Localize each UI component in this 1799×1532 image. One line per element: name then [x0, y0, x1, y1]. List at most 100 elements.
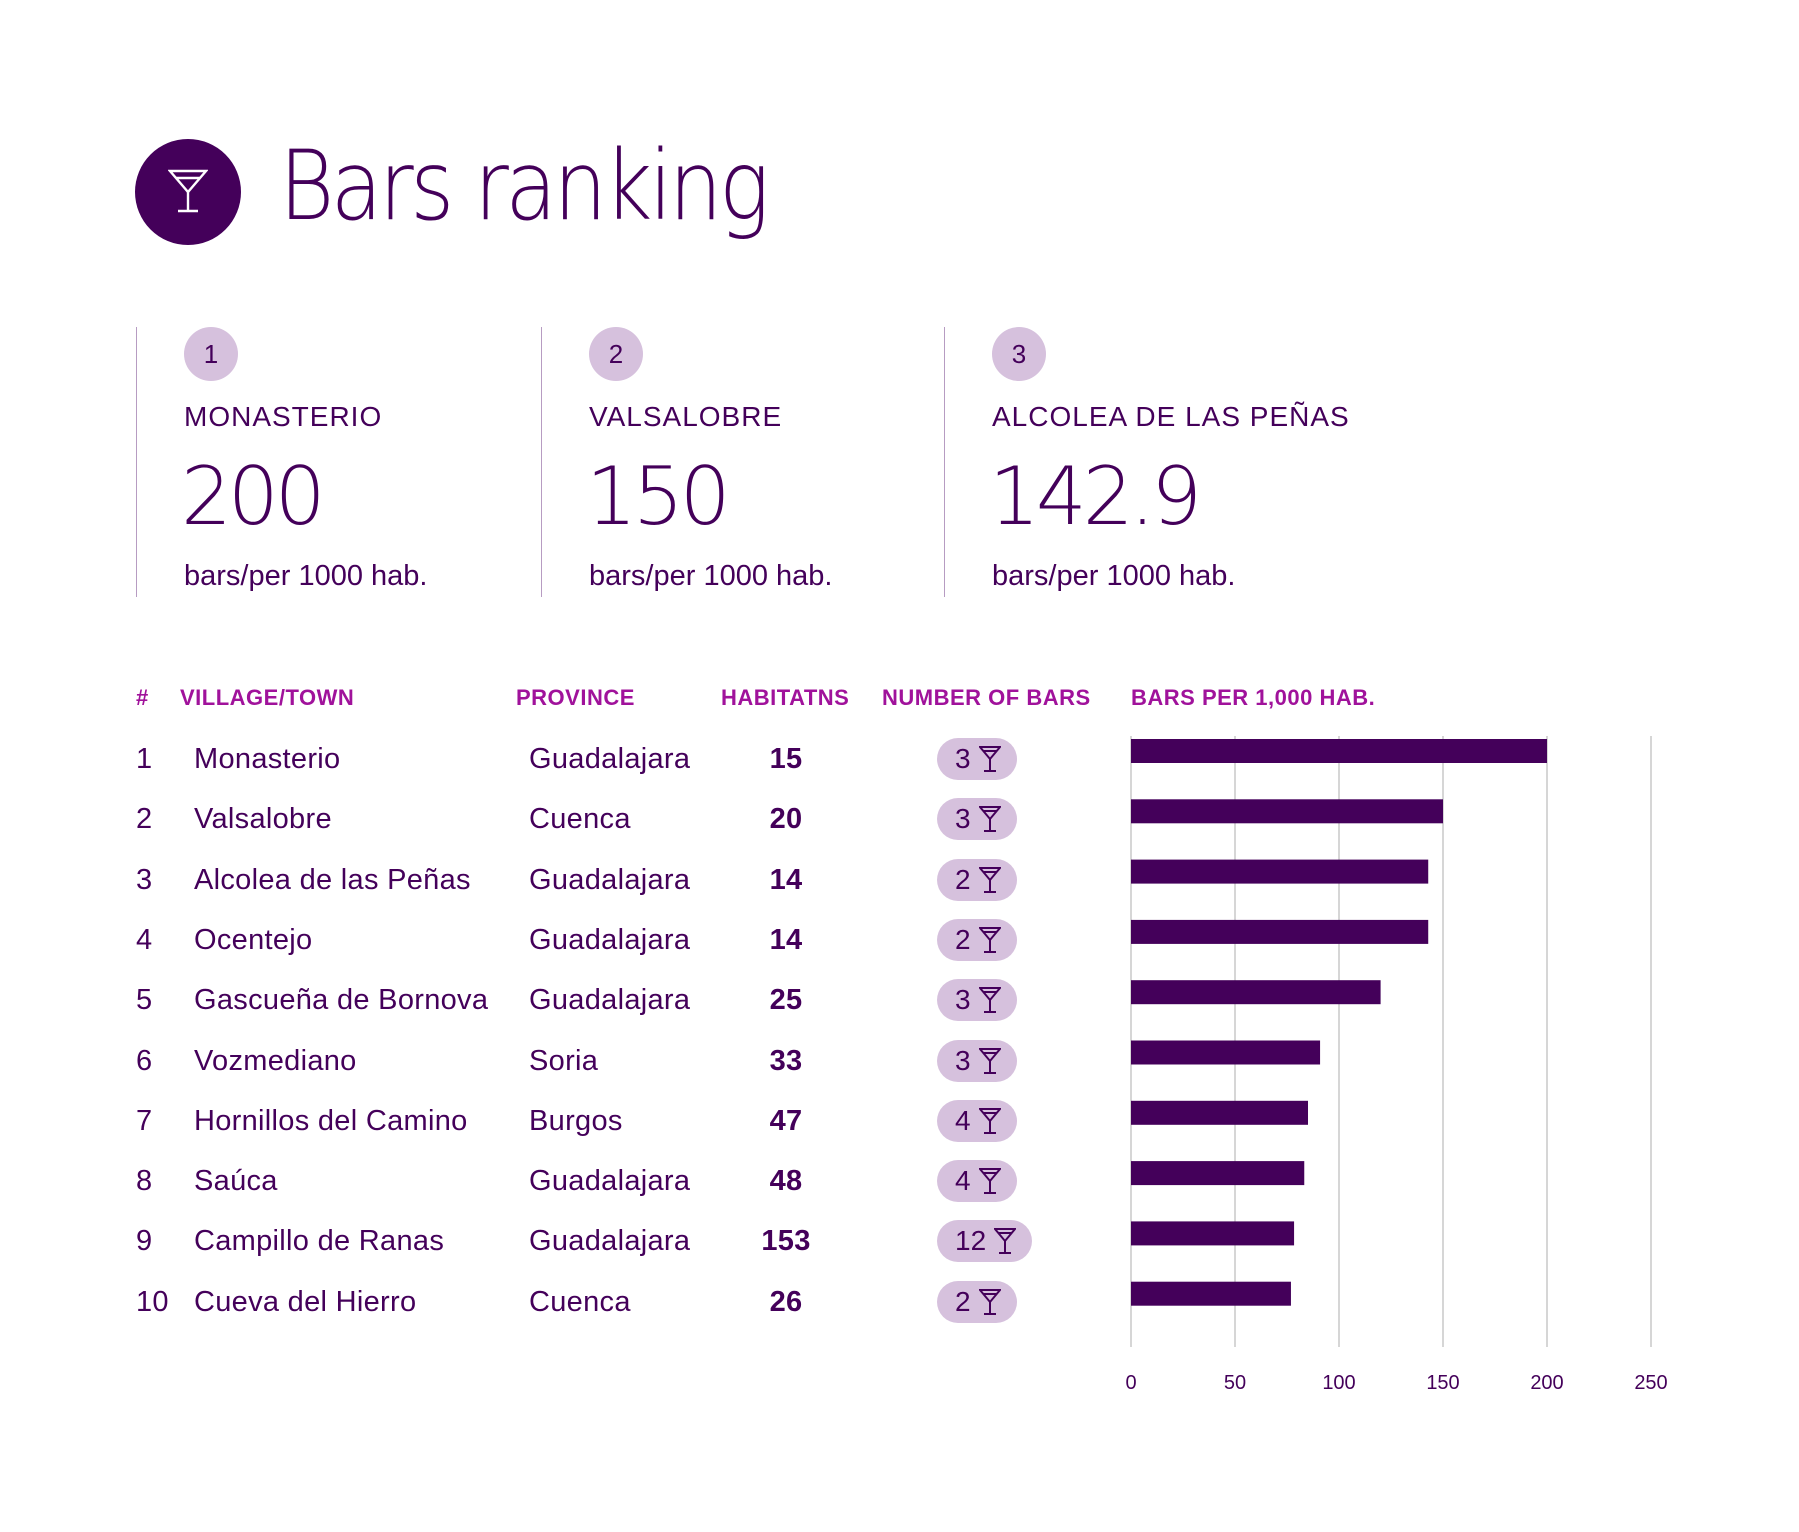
bars-count-pill: 2 [937, 918, 1017, 961]
bars-count: 12 [955, 1225, 987, 1257]
martini-glass-icon [978, 1168, 1001, 1195]
row-rank: 7 [136, 1104, 153, 1137]
podium-card-2: 2 VALSALOBRE 150 bars/per 1000 hab. [541, 327, 941, 597]
x-tick-label: 150 [1426, 1372, 1459, 1394]
row-rank: 6 [136, 1044, 153, 1077]
podium-name: MONASTERIO [184, 401, 383, 432]
martini-glass-icon [994, 1228, 1017, 1255]
bars-count: 3 [955, 803, 971, 835]
row-village: Hornillos del Camino [194, 1104, 468, 1137]
table-row: 7 Hornillos del Camino Burgos 47 4 [0, 1091, 1799, 1151]
row-habitants: 20 [769, 803, 803, 836]
header-rank: # [136, 685, 149, 710]
martini-glass-icon [978, 987, 1001, 1014]
title-icon-badge [135, 139, 241, 245]
bars-count: 3 [955, 1044, 971, 1076]
header-number-of-bars: NUMBER OF BARS [882, 685, 1091, 710]
podium-card-1: 1 MONASTERIO 200 bars/per 1000 hab. [136, 327, 536, 597]
row-province: Guadalajara [529, 743, 691, 775]
martini-glass-icon [168, 169, 208, 213]
bars-count-pill: 3 [937, 979, 1017, 1022]
row-village: Monasterio [194, 743, 341, 775]
row-province: Cuenca [529, 803, 631, 836]
bars-count-pill: 12 [937, 1220, 1033, 1263]
table-row: 2 Valsalobre Cuenca 20 3 [0, 789, 1799, 849]
bars-count-pill: 3 [937, 798, 1017, 841]
row-province: Guadalajara [529, 1225, 691, 1258]
table-row: 9 Campillo de Ranas Guadalajara 153 12 [0, 1211, 1799, 1271]
row-province: Guadalajara [529, 863, 691, 896]
x-tick-label: 250 [1634, 1372, 1667, 1394]
bars-count-pill: 4 [937, 1160, 1017, 1203]
row-province: Guadalajara [529, 923, 691, 956]
martini-glass-icon [978, 1288, 1001, 1315]
page-title: Bars ranking [279, 130, 770, 242]
x-tick-label: 50 [1224, 1372, 1246, 1394]
row-rank: 5 [136, 984, 153, 1017]
podium-value: 142.9 [989, 450, 1202, 543]
bars-count: 2 [955, 923, 971, 955]
row-village: Alcolea de las Peñas [194, 863, 471, 896]
bars-count-pill: 3 [937, 738, 1017, 780]
podium-value: 150 [586, 450, 731, 543]
rank-badge: 2 [589, 327, 643, 381]
martini-glass-icon [978, 926, 1001, 953]
bars-count: 4 [955, 1104, 971, 1136]
martini-glass-icon [978, 866, 1001, 893]
row-habitants: 25 [769, 984, 803, 1017]
row-habitants: 48 [769, 1165, 803, 1198]
row-village: Ocentejo [194, 923, 313, 956]
row-rank: 4 [136, 923, 153, 956]
podium-unit: bars/per 1000 hab. [589, 560, 833, 592]
bars-count: 4 [955, 1165, 971, 1197]
row-habitants: 14 [769, 863, 803, 896]
podium-name: VALSALOBRE [589, 401, 783, 432]
row-rank: 9 [136, 1225, 153, 1258]
row-habitants: 47 [769, 1104, 803, 1137]
bars-count-pill: 3 [937, 1039, 1017, 1082]
row-village: Vozmediano [194, 1044, 357, 1077]
row-village: Saúca [194, 1165, 278, 1198]
podium-unit: bars/per 1000 hab. [992, 560, 1236, 592]
header-province: PROVINCE [516, 685, 635, 710]
row-province: Cuenca [529, 1285, 631, 1318]
bars-count-pill: 2 [937, 1280, 1017, 1323]
row-province: Guadalajara [529, 1165, 691, 1198]
bars-count-pill: 2 [937, 858, 1017, 901]
x-tick-label: 200 [1530, 1372, 1563, 1394]
martini-glass-icon [978, 806, 1001, 833]
table-row: 5 Gascueña de Bornova Guadalajara 25 3 [0, 970, 1799, 1030]
row-habitants: 26 [769, 1285, 803, 1318]
row-rank: 1 [136, 743, 153, 775]
table-row: 1 Monasterio Guadalajara 15 3 [0, 729, 1799, 789]
row-rank: 3 [136, 863, 153, 896]
table-row: 6 Vozmediano Soria 33 3 [0, 1031, 1799, 1091]
row-village: Valsalobre [194, 803, 332, 836]
header-habitants: HABITATNS [721, 685, 850, 710]
rank-badge: 3 [992, 327, 1046, 381]
row-habitants: 153 [761, 1225, 811, 1258]
row-village: Campillo de Ranas [194, 1225, 445, 1258]
row-rank: 2 [136, 803, 153, 836]
row-province: Guadalajara [529, 984, 691, 1017]
martini-glass-icon [978, 746, 1001, 772]
header-village: VILLAGE/TOWN [180, 685, 355, 710]
table-row: 10 Cueva del Hierro Cuenca 26 2 [0, 1272, 1799, 1332]
x-tick-label: 0 [1125, 1372, 1136, 1394]
row-rank: 8 [136, 1165, 153, 1198]
bars-count: 2 [955, 863, 971, 895]
row-rank: 10 [136, 1285, 169, 1318]
podium-unit: bars/per 1000 hab. [184, 560, 428, 592]
bars-count: 3 [955, 743, 971, 774]
row-village: Cueva del Hierro [194, 1285, 417, 1318]
row-province: Soria [529, 1044, 599, 1077]
podium-value: 200 [181, 450, 326, 543]
bars-count: 3 [955, 984, 971, 1016]
row-habitants: 33 [769, 1044, 803, 1077]
row-village: Gascueña de Bornova [194, 984, 489, 1017]
x-tick-label: 100 [1322, 1372, 1355, 1394]
table-row: 4 Ocentejo Guadalajara 14 2 [0, 910, 1799, 970]
row-habitants: 14 [769, 923, 803, 956]
martini-glass-icon [978, 1107, 1001, 1134]
header-bars-per-1000: BARS PER 1,000 HAB. [1131, 685, 1376, 710]
